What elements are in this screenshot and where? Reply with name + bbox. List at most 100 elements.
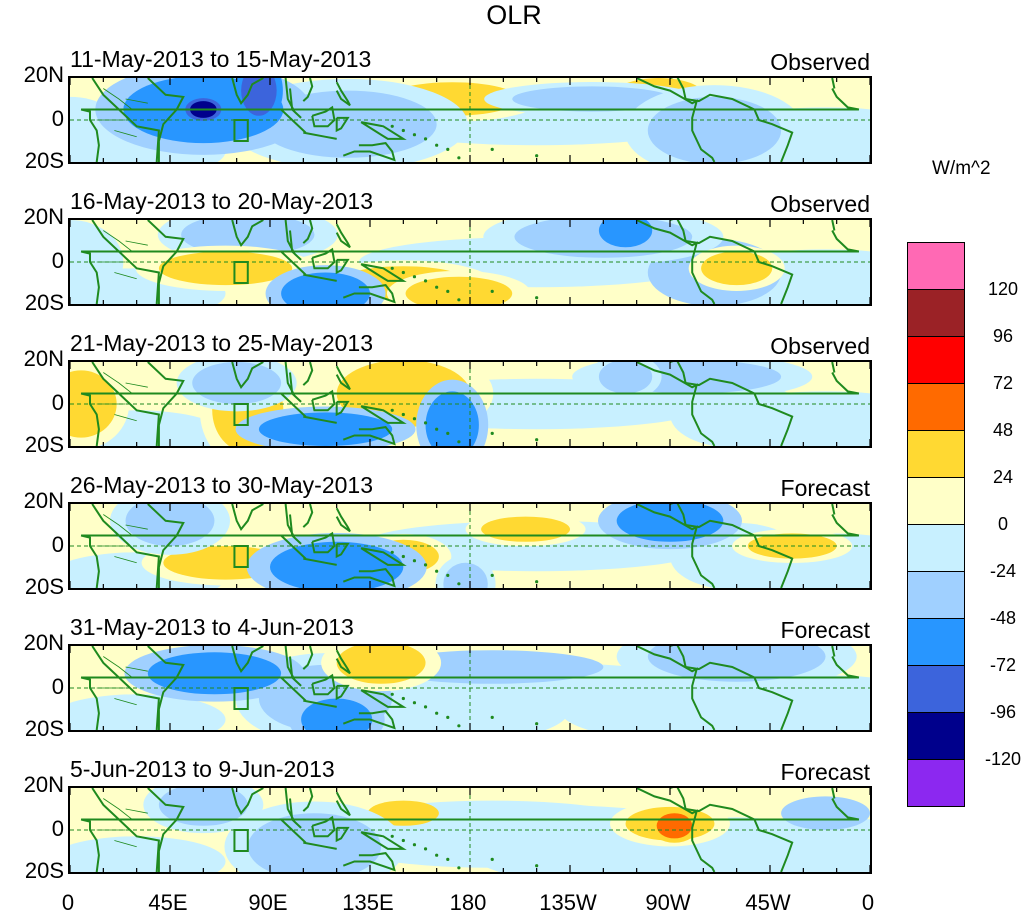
island-dot bbox=[423, 421, 428, 425]
panel-1: 11-May-2013 to 15-May-2013 Observed bbox=[68, 46, 872, 164]
coastline bbox=[302, 788, 314, 812]
coastline bbox=[303, 699, 337, 708]
colorbar-swatch bbox=[907, 713, 965, 760]
colorbar-unit: W/m^2 bbox=[932, 158, 991, 179]
coastline bbox=[335, 258, 350, 275]
island-dot bbox=[490, 431, 494, 435]
map-svg bbox=[70, 220, 870, 304]
lat-tick-label: 20N bbox=[23, 488, 64, 513]
colorbar-tick-label: 24 bbox=[992, 467, 1014, 487]
coastline bbox=[231, 78, 264, 106]
colorbar-tick-label: 0 bbox=[997, 514, 1008, 534]
colorbar-swatch bbox=[907, 572, 965, 619]
colorbar-tick-label: -72 bbox=[989, 655, 1016, 675]
country-border bbox=[125, 666, 148, 672]
island-dot bbox=[446, 715, 450, 719]
island-dot bbox=[412, 133, 417, 137]
panel-date-range: 21-May-2013 to 25-May-2013 bbox=[70, 330, 373, 356]
island-dot bbox=[401, 554, 405, 559]
colorbar-swatch bbox=[907, 384, 965, 431]
lat-tick-label: 20N bbox=[23, 204, 64, 229]
island-dot bbox=[423, 847, 428, 851]
island-dot bbox=[535, 722, 539, 726]
coastline bbox=[231, 220, 264, 248]
island-dot bbox=[457, 582, 461, 586]
anomaly-region bbox=[647, 96, 782, 162]
panel-date-range: 26-May-2013 to 30-May-2013 bbox=[70, 472, 373, 498]
map-panel bbox=[68, 502, 872, 590]
island-dot bbox=[535, 864, 539, 868]
colorbar-tick-label: -24 bbox=[989, 561, 1016, 581]
island-dot bbox=[423, 705, 428, 709]
panel-status: Forecast bbox=[780, 475, 870, 501]
anomaly-region bbox=[443, 562, 488, 588]
lon-tick-label: 0 bbox=[61, 890, 75, 915]
coastline bbox=[335, 826, 350, 843]
map-svg bbox=[70, 788, 870, 872]
coastline bbox=[670, 788, 794, 872]
coastline bbox=[284, 788, 302, 829]
country-border bbox=[103, 656, 133, 678]
coastline bbox=[303, 131, 337, 140]
country-border bbox=[114, 556, 137, 564]
coastline bbox=[670, 78, 794, 162]
coastline bbox=[280, 676, 307, 702]
coastline bbox=[231, 362, 264, 390]
anomaly-region bbox=[512, 86, 673, 112]
coastline bbox=[302, 220, 314, 244]
anomaly-region bbox=[158, 251, 293, 286]
country-border bbox=[103, 798, 133, 820]
colorbar-tick-label: 120 bbox=[987, 279, 1019, 299]
coastline bbox=[284, 220, 302, 261]
colorbar-tick-label: 72 bbox=[992, 373, 1014, 393]
country-border bbox=[103, 372, 133, 394]
island-dot bbox=[390, 124, 394, 128]
coastline bbox=[335, 223, 351, 249]
colorbar-tick-label: 48 bbox=[992, 420, 1014, 440]
coastline bbox=[311, 389, 336, 412]
coastline bbox=[335, 116, 350, 133]
coastline bbox=[335, 684, 350, 701]
anomaly-region bbox=[425, 391, 479, 446]
island-dot bbox=[446, 431, 450, 435]
island-dot bbox=[490, 715, 494, 719]
colorbar-swatch bbox=[907, 242, 965, 290]
anomaly-region bbox=[301, 698, 373, 730]
coastline bbox=[302, 646, 314, 670]
coastline bbox=[284, 78, 302, 119]
island-dot bbox=[535, 154, 539, 158]
map-panel bbox=[68, 786, 872, 874]
coastline bbox=[303, 557, 337, 566]
coastline bbox=[831, 788, 836, 799]
country-border bbox=[125, 98, 148, 104]
coastline bbox=[284, 362, 302, 403]
island-dot bbox=[412, 559, 417, 563]
island-dot bbox=[435, 853, 439, 857]
lat-tick-label: 20S bbox=[24, 432, 64, 457]
island-dot bbox=[390, 834, 394, 838]
coastline bbox=[342, 142, 396, 162]
coastline bbox=[91, 504, 160, 588]
island-dot bbox=[457, 440, 461, 444]
island-dot bbox=[490, 289, 494, 293]
coastline bbox=[91, 220, 160, 304]
island-dot bbox=[435, 569, 439, 573]
island-dot bbox=[412, 843, 417, 847]
coastline bbox=[831, 220, 836, 231]
anomaly-region bbox=[405, 276, 513, 304]
colorbar-swatch bbox=[907, 290, 965, 337]
coastline bbox=[80, 88, 860, 162]
panel-2: 16-May-2013 to 20-May-2013 Observed bbox=[68, 188, 872, 306]
lat-tick-label: 0 bbox=[51, 390, 64, 415]
map-panel bbox=[68, 218, 872, 306]
lat-tick-label: 20N bbox=[23, 346, 64, 371]
panel-date-range: 5-Jun-2013 to 9-Jun-2013 bbox=[70, 756, 335, 782]
coastline bbox=[303, 841, 337, 850]
anomaly-region bbox=[70, 220, 124, 304]
colorbar-swatch bbox=[907, 619, 965, 666]
lon-tick-label: 135W bbox=[539, 890, 597, 915]
panel-status: Observed bbox=[770, 333, 870, 359]
colorbar-swatch bbox=[907, 760, 965, 807]
coastline bbox=[360, 121, 407, 140]
map-panel bbox=[68, 76, 872, 164]
